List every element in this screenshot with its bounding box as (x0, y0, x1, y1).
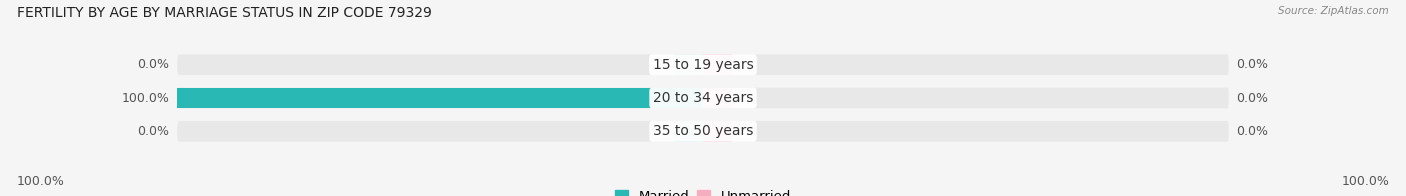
Text: FERTILITY BY AGE BY MARRIAGE STATUS IN ZIP CODE 79329: FERTILITY BY AGE BY MARRIAGE STATUS IN Z… (17, 6, 432, 20)
Text: 0.0%: 0.0% (138, 58, 169, 71)
Text: 0.0%: 0.0% (1237, 125, 1268, 138)
Text: 100.0%: 100.0% (1341, 175, 1389, 188)
FancyBboxPatch shape (177, 54, 1229, 75)
FancyBboxPatch shape (177, 121, 1229, 142)
Text: 100.0%: 100.0% (121, 92, 169, 104)
Bar (177, 88, 703, 108)
Bar (703, 88, 733, 108)
FancyBboxPatch shape (177, 88, 1229, 108)
Text: 0.0%: 0.0% (1237, 92, 1268, 104)
Text: 20 to 34 years: 20 to 34 years (652, 91, 754, 105)
Bar (673, 54, 703, 75)
Bar (703, 121, 733, 142)
Text: Source: ZipAtlas.com: Source: ZipAtlas.com (1278, 6, 1389, 16)
Text: 0.0%: 0.0% (138, 125, 169, 138)
Bar (673, 121, 703, 142)
Text: 15 to 19 years: 15 to 19 years (652, 58, 754, 72)
Text: 0.0%: 0.0% (1237, 58, 1268, 71)
Bar (703, 54, 733, 75)
Text: 35 to 50 years: 35 to 50 years (652, 124, 754, 138)
Text: 100.0%: 100.0% (17, 175, 65, 188)
Legend: Married, Unmarried: Married, Unmarried (614, 190, 792, 196)
